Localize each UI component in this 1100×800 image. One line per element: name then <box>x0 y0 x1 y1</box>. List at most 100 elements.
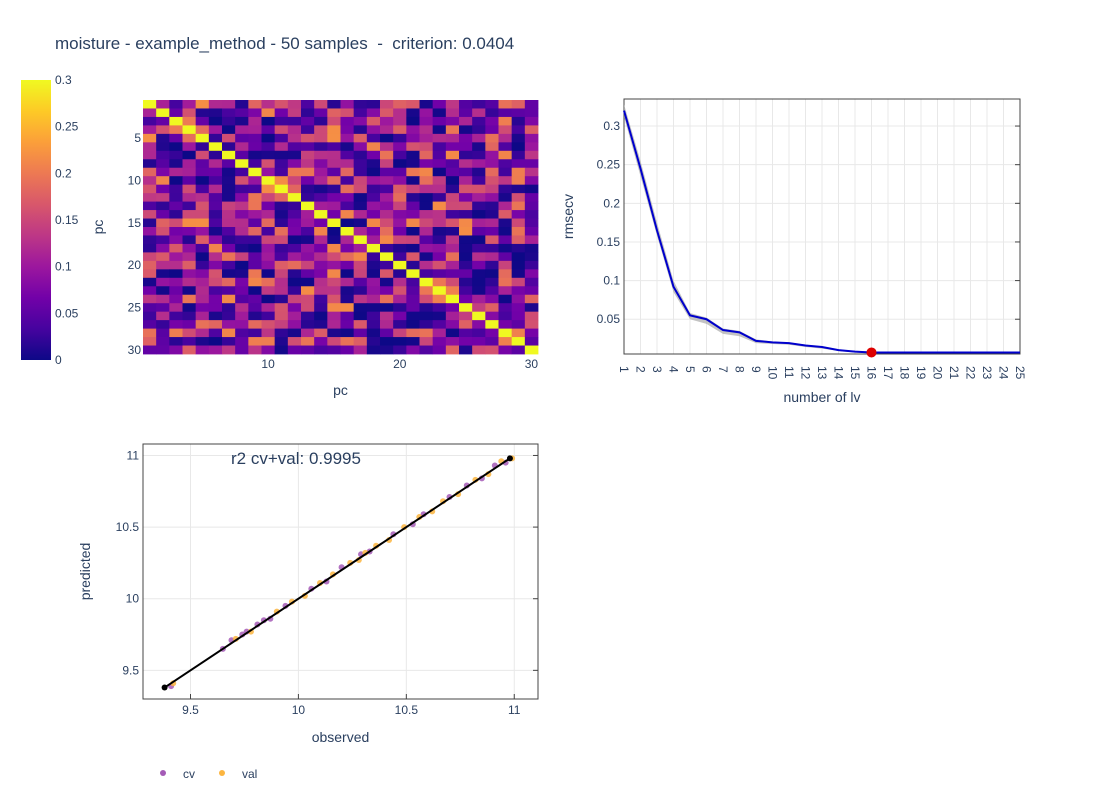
rmsecv-x-tick-label: 18 <box>898 366 912 380</box>
heatmap-cell <box>511 260 526 270</box>
heatmap-cell <box>366 108 381 118</box>
heatmap-cell <box>222 303 236 313</box>
heatmap-cell <box>445 184 460 194</box>
heatmap-cell <box>485 150 499 160</box>
heatmap-cell <box>445 159 460 169</box>
heatmap-cell <box>419 345 434 355</box>
rmsecv-x-tick-label: 4 <box>667 366 681 373</box>
prediction-x-tick-label: 10.5 <box>395 703 419 717</box>
rmsecv-x-tick-label: 21 <box>947 366 961 380</box>
heatmap-cell <box>380 176 394 186</box>
heatmap-cell <box>380 125 394 135</box>
heatmap-cell <box>524 320 539 329</box>
heatmap-cell <box>287 303 302 313</box>
heatmap-cell <box>380 184 394 194</box>
heatmap-cell <box>366 193 381 202</box>
heatmap-cell <box>511 243 526 253</box>
heatmap-cell <box>445 260 460 270</box>
heatmap-cell <box>195 176 210 186</box>
heatmap-cell <box>274 269 289 279</box>
heatmap-cell <box>459 311 473 321</box>
heatmap-cell <box>406 235 420 245</box>
heatmap-cell <box>235 210 249 219</box>
heatmap-cell <box>143 235 157 245</box>
heatmap-cell <box>143 345 157 355</box>
heatmap-cell <box>472 201 486 211</box>
heatmap-cell <box>327 227 341 236</box>
heatmap-cell <box>261 116 276 126</box>
heatmap-cell <box>274 303 289 313</box>
heatmap-cell <box>498 184 513 194</box>
heatmap-cell <box>261 167 276 177</box>
heatmap-cell <box>208 243 223 253</box>
heatmap-cell <box>524 311 539 321</box>
heatmap-cell <box>380 294 394 304</box>
heatmap-cell <box>340 303 355 313</box>
heatmap-cell <box>182 193 197 202</box>
heatmap-cell <box>472 252 486 262</box>
heatmap-cell <box>524 227 539 236</box>
heatmap-cell <box>445 277 460 287</box>
heatmap-cell <box>287 227 302 236</box>
heatmap-cell <box>472 116 486 126</box>
heatmap-cell <box>380 303 394 313</box>
heatmap-cell <box>222 345 236 355</box>
heatmap-cell <box>301 260 315 270</box>
heatmap-cell <box>393 133 407 143</box>
heatmap-cell <box>406 167 420 177</box>
heatmap-cell <box>498 328 513 338</box>
heatmap-cell <box>472 184 486 194</box>
heatmap-cell <box>472 337 486 346</box>
heatmap-cell <box>406 133 420 143</box>
heatmap-cell <box>380 337 394 346</box>
heatmap-cell <box>524 277 539 287</box>
heatmap-cell <box>340 252 355 262</box>
heatmap-cell <box>485 235 499 245</box>
heatmap-cell <box>419 142 434 152</box>
heatmap-cell <box>182 243 197 253</box>
heatmap-cell <box>459 133 473 143</box>
heatmap-cell <box>366 210 381 219</box>
heatmap-cell <box>366 184 381 194</box>
heatmap-cell <box>182 320 197 329</box>
heatmap-cell <box>182 150 197 160</box>
heatmap-cell <box>195 150 210 160</box>
heatmap-cell <box>274 150 289 160</box>
heatmap-cell <box>498 320 513 329</box>
rmsecv-y-tick-label: 0.15 <box>597 235 621 249</box>
heatmap-cell <box>156 269 170 279</box>
heatmap-cell <box>222 243 236 253</box>
heatmap-cell <box>340 260 355 270</box>
heatmap-cell <box>301 235 315 245</box>
heatmap-cell <box>314 269 328 279</box>
heatmap-cell <box>472 150 486 160</box>
heatmap-cell <box>393 328 407 338</box>
heatmap-cell <box>327 193 341 202</box>
heatmap-cell <box>393 167 407 177</box>
heatmap-cell <box>340 167 355 177</box>
heatmap-cell <box>222 159 236 169</box>
rmsecv-x-tick-label: 13 <box>815 366 829 380</box>
heatmap-cell <box>340 345 355 355</box>
heatmap-cell <box>235 218 249 228</box>
heatmap-cell <box>498 201 513 211</box>
heatmap-cell <box>143 311 157 321</box>
heatmap-cell <box>301 243 315 253</box>
heatmap-cell <box>274 337 289 346</box>
heatmap-cell <box>524 201 539 211</box>
heatmap-cell <box>419 210 434 219</box>
heatmap-cell <box>287 218 302 228</box>
heatmap-cell <box>261 227 276 236</box>
heatmap-cell <box>169 210 183 219</box>
heatmap-cell <box>445 176 460 186</box>
prediction-fit-line-end-point <box>506 455 513 462</box>
heatmap-cell <box>301 277 315 287</box>
heatmap-cell <box>274 167 289 177</box>
heatmap-cell <box>380 227 394 236</box>
heatmap-cell <box>301 133 315 143</box>
heatmap-cell <box>432 294 447 304</box>
heatmap-cell <box>156 184 170 194</box>
heatmap-cell <box>511 277 526 287</box>
heatmap-cell <box>366 243 381 253</box>
heatmap-cell <box>393 345 407 355</box>
